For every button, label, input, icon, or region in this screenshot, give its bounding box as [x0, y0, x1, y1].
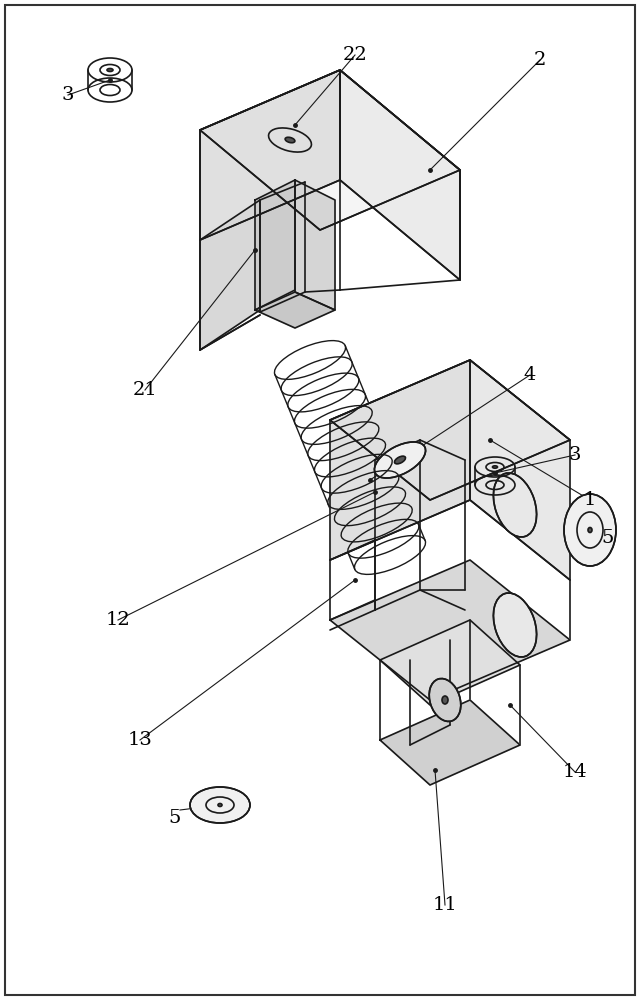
- Polygon shape: [255, 180, 295, 310]
- Polygon shape: [200, 200, 260, 350]
- Ellipse shape: [285, 137, 295, 143]
- Text: 4: 4: [524, 366, 536, 384]
- Polygon shape: [255, 292, 335, 328]
- Text: 12: 12: [106, 611, 131, 629]
- Text: 13: 13: [127, 731, 152, 749]
- Text: 3: 3: [61, 86, 74, 104]
- Ellipse shape: [442, 696, 448, 704]
- Polygon shape: [330, 360, 470, 560]
- Text: 14: 14: [563, 763, 588, 781]
- Ellipse shape: [394, 456, 406, 464]
- Polygon shape: [380, 700, 520, 785]
- Polygon shape: [200, 70, 460, 230]
- Text: 21: 21: [132, 381, 157, 399]
- Ellipse shape: [493, 473, 536, 537]
- Polygon shape: [200, 70, 340, 240]
- Polygon shape: [330, 560, 570, 700]
- Ellipse shape: [564, 494, 616, 566]
- Text: 5: 5: [169, 809, 181, 827]
- Ellipse shape: [190, 787, 250, 823]
- Polygon shape: [380, 620, 520, 705]
- Text: 5: 5: [602, 529, 614, 547]
- Text: 1: 1: [584, 491, 596, 509]
- Ellipse shape: [588, 528, 592, 532]
- Polygon shape: [295, 180, 335, 310]
- Polygon shape: [330, 360, 570, 500]
- Ellipse shape: [107, 68, 113, 72]
- Polygon shape: [470, 360, 570, 580]
- Ellipse shape: [374, 442, 426, 478]
- Polygon shape: [340, 70, 460, 280]
- Text: 22: 22: [342, 46, 367, 64]
- Text: 11: 11: [433, 896, 458, 914]
- Ellipse shape: [429, 679, 461, 721]
- Ellipse shape: [218, 804, 222, 806]
- Ellipse shape: [493, 466, 497, 468]
- Text: 3: 3: [569, 446, 581, 464]
- Text: 2: 2: [534, 51, 546, 69]
- Ellipse shape: [493, 593, 536, 657]
